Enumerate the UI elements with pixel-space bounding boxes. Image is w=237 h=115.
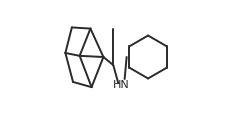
- Text: HN: HN: [112, 80, 129, 89]
